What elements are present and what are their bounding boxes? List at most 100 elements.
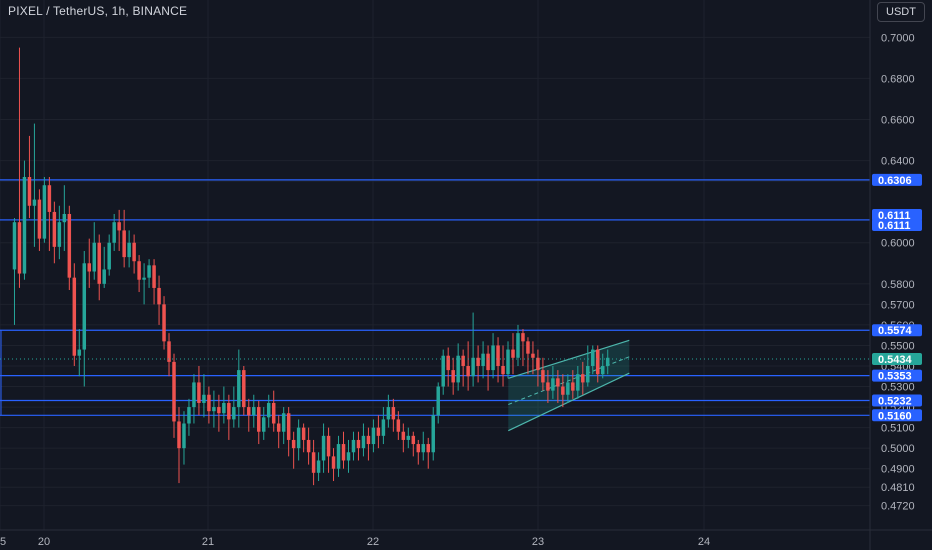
last-price-tag — [872, 353, 922, 366]
candle-body — [446, 355, 450, 371]
time-tick-label: 21 — [202, 536, 214, 548]
candle-body — [281, 413, 286, 432]
candle-body — [431, 415, 435, 453]
candle-body — [197, 382, 201, 403]
price-tick-label: 0.5300 — [881, 382, 915, 394]
price-labels: 0.63060.61110.61110.55740.53530.52320.51… — [872, 173, 922, 422]
price-tick-label: 0.4900 — [881, 464, 915, 476]
candle-body — [471, 357, 475, 377]
level-price-tag — [872, 394, 922, 407]
candle-body — [331, 456, 336, 469]
candle-body — [586, 365, 590, 383]
level-price-tag — [872, 409, 922, 422]
candle-body — [217, 407, 221, 414]
candle-body — [187, 407, 191, 424]
level-price-text: 0.6111 — [878, 220, 910, 232]
candle-body — [222, 402, 226, 414]
last-price-text: 0.5434 — [878, 354, 913, 366]
candle-body — [257, 407, 261, 432]
horizontal-levels — [0, 179, 870, 416]
currency-button[interactable]: USDT — [877, 2, 925, 22]
candle-body — [531, 353, 535, 358]
candle-body — [12, 222, 17, 270]
candle-body — [581, 374, 585, 383]
candle-body — [62, 213, 67, 223]
candlesticks — [12, 47, 610, 486]
candle-body — [232, 407, 236, 420]
candle-body — [491, 345, 495, 371]
candle-body — [102, 269, 106, 284]
candle-body — [421, 444, 426, 453]
candle-body — [132, 242, 136, 262]
candle-body — [252, 407, 256, 416]
level-price-tag — [872, 173, 922, 186]
candle-body — [591, 349, 595, 366]
candle-body — [167, 341, 171, 362]
price-tick-label: 0.5800 — [881, 279, 915, 291]
candle-body — [107, 242, 111, 270]
candle-body — [326, 435, 331, 457]
candle-body — [276, 423, 281, 432]
price-tick-label: 0.5700 — [881, 299, 915, 311]
time-tick-label: 20 — [38, 536, 50, 548]
price-tick-label: 0.5100 — [881, 423, 915, 435]
level-price-tag — [872, 324, 922, 337]
candle-body — [207, 394, 211, 412]
candle-body — [301, 427, 306, 440]
time-axis[interactable]: 20 21 22 23 24 25 — [0, 529, 932, 548]
candle-body — [521, 333, 525, 342]
candle-body — [162, 304, 166, 342]
candle-body — [212, 407, 216, 412]
chart-grid — [0, 0, 870, 530]
candle-body — [551, 378, 555, 391]
candle-body — [526, 341, 530, 354]
candle-body — [376, 427, 381, 436]
candle-body — [436, 386, 440, 416]
candle-body — [286, 413, 291, 440]
price-tick-label: 0.7000 — [881, 32, 915, 44]
level-price-text: 0.6306 — [878, 175, 912, 187]
candle-body — [451, 370, 455, 383]
candle-body — [351, 439, 356, 453]
candle-body — [112, 222, 116, 243]
candle-body — [546, 382, 550, 391]
candle-body — [192, 382, 196, 408]
candle-body — [127, 242, 131, 258]
candle-body — [147, 265, 151, 278]
candle-body — [182, 423, 186, 449]
candle-body — [92, 242, 96, 272]
candle-body — [406, 435, 411, 440]
candle-body — [242, 370, 246, 408]
candle-body — [261, 417, 266, 432]
candle-body — [346, 452, 351, 461]
candle-body — [361, 435, 366, 449]
candle-body — [306, 439, 311, 453]
price-tick-label: 0.6400 — [881, 156, 915, 168]
price-axis[interactable]: 0.70000.68000.66000.64000.63000.60000.58… — [869, 0, 915, 550]
candle-body — [32, 199, 37, 206]
candle-body — [536, 357, 540, 371]
candle-body — [561, 386, 565, 395]
candle-body — [341, 444, 346, 461]
candle-body — [596, 349, 600, 375]
candle-body — [72, 277, 77, 356]
candle-body — [97, 242, 101, 284]
time-tick-label: 24 — [698, 536, 710, 548]
candle-body — [67, 213, 72, 278]
candle-body — [57, 222, 62, 247]
candle-body — [605, 357, 610, 366]
candle-body — [386, 407, 391, 420]
candle-body — [17, 222, 22, 274]
level-price-text: 0.5353 — [878, 371, 912, 383]
candle-body — [291, 439, 296, 449]
candle-body — [271, 402, 276, 424]
candle-body — [516, 333, 520, 358]
candle-body — [371, 427, 376, 445]
candle-body — [311, 452, 316, 473]
candle-body — [247, 407, 251, 416]
price-tick-label: 0.5000 — [881, 443, 915, 455]
price-tick-label: 0.6600 — [881, 114, 915, 126]
candle-body — [237, 370, 241, 408]
candle-body — [571, 382, 575, 391]
